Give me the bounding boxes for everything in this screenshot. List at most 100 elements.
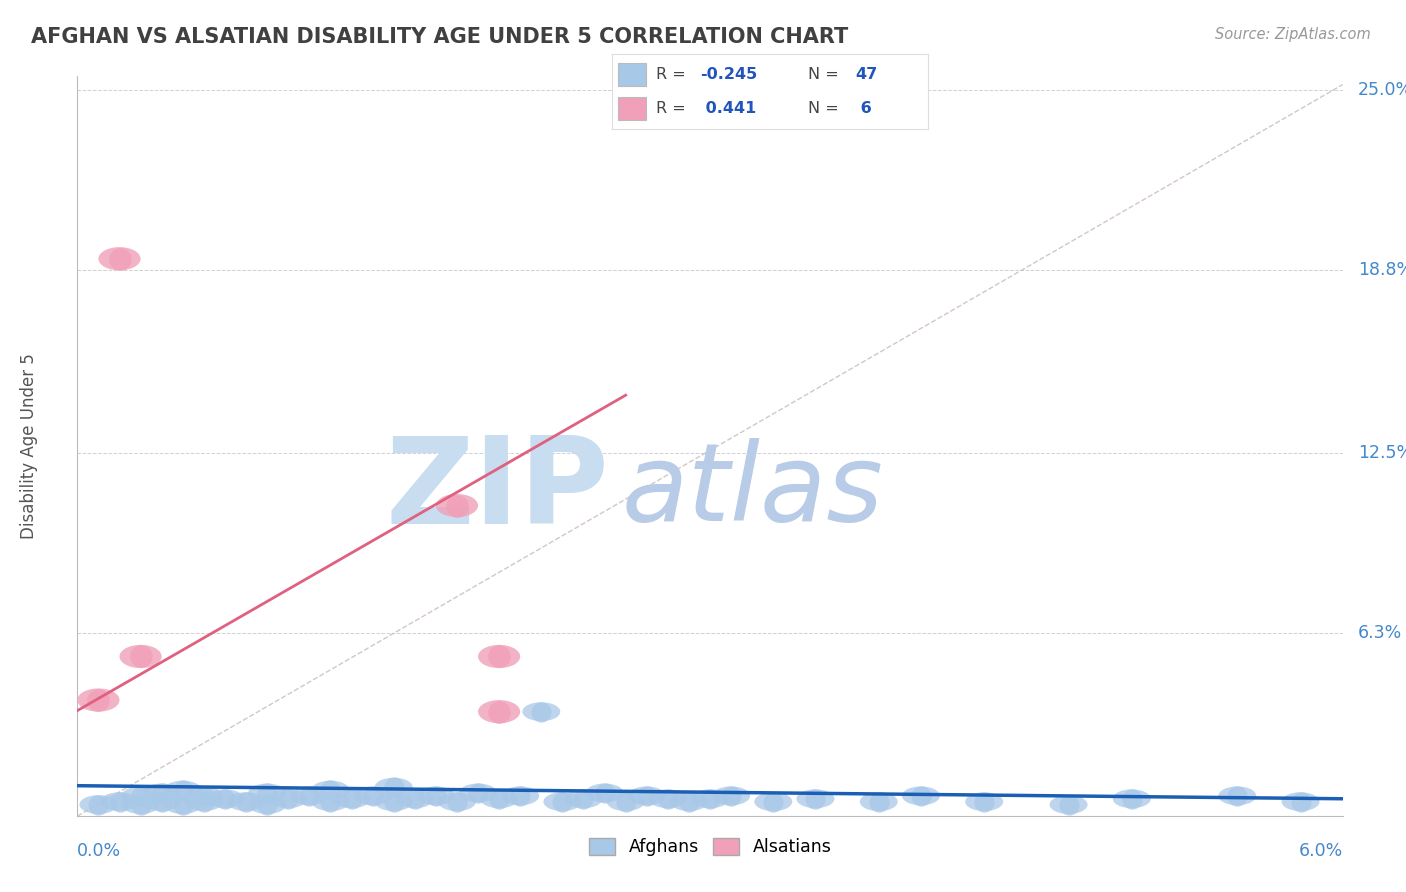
Text: 47: 47 [855, 67, 877, 82]
Text: N =: N = [808, 102, 844, 116]
Ellipse shape [418, 787, 456, 805]
Point [868, 795, 890, 809]
Ellipse shape [249, 783, 287, 803]
Ellipse shape [628, 787, 666, 805]
Ellipse shape [143, 792, 180, 811]
Ellipse shape [249, 795, 287, 814]
Point [678, 795, 700, 809]
Point [488, 649, 510, 664]
Point [488, 705, 510, 719]
Point [214, 791, 236, 805]
Ellipse shape [797, 789, 835, 808]
Point [1226, 789, 1249, 803]
Ellipse shape [671, 792, 709, 811]
Ellipse shape [502, 787, 540, 805]
Point [636, 789, 658, 803]
Text: 0.441: 0.441 [700, 102, 756, 116]
Point [382, 795, 405, 809]
Ellipse shape [565, 789, 603, 808]
Point [446, 499, 468, 513]
Point [382, 780, 405, 794]
Ellipse shape [98, 247, 141, 270]
Point [572, 791, 595, 805]
Point [87, 797, 110, 812]
Ellipse shape [270, 789, 308, 808]
Point [720, 789, 742, 803]
Ellipse shape [1282, 792, 1320, 811]
Point [530, 705, 553, 719]
Point [1121, 791, 1143, 805]
Point [129, 649, 152, 664]
Ellipse shape [186, 792, 222, 811]
Point [298, 789, 321, 803]
Point [509, 789, 531, 803]
Ellipse shape [79, 795, 118, 814]
Point [256, 786, 278, 800]
Point [235, 795, 257, 809]
Ellipse shape [481, 789, 519, 808]
Point [488, 791, 510, 805]
Point [193, 789, 215, 803]
Point [172, 797, 194, 812]
Ellipse shape [312, 780, 350, 799]
Point [129, 789, 152, 803]
FancyBboxPatch shape [619, 97, 647, 120]
Point [1057, 797, 1080, 812]
Ellipse shape [312, 792, 350, 811]
Ellipse shape [120, 645, 162, 668]
Ellipse shape [165, 780, 202, 799]
Ellipse shape [122, 795, 160, 814]
Ellipse shape [458, 783, 498, 803]
Ellipse shape [966, 792, 1004, 811]
Ellipse shape [650, 789, 688, 808]
Point [340, 791, 363, 805]
Text: R =: R = [655, 67, 690, 82]
Ellipse shape [333, 789, 371, 808]
Text: Disability Age Under 5: Disability Age Under 5 [20, 353, 38, 539]
Text: 18.8%: 18.8% [1358, 261, 1406, 279]
Ellipse shape [186, 787, 222, 805]
Legend: Afghans, Alsatians: Afghans, Alsatians [582, 831, 838, 863]
Text: Source: ZipAtlas.com: Source: ZipAtlas.com [1215, 27, 1371, 42]
Ellipse shape [439, 792, 475, 811]
Point [657, 791, 679, 805]
Point [108, 252, 131, 266]
Ellipse shape [374, 792, 413, 811]
Text: AFGHAN VS ALSATIAN DISABILITY AGE UNDER 5 CORRELATION CHART: AFGHAN VS ALSATIAN DISABILITY AGE UNDER … [31, 27, 848, 46]
Ellipse shape [165, 795, 202, 814]
Ellipse shape [607, 792, 645, 811]
Point [129, 797, 152, 812]
Text: 0.0%: 0.0% [77, 842, 121, 860]
Ellipse shape [523, 702, 561, 721]
Ellipse shape [291, 787, 329, 805]
Text: 12.5%: 12.5% [1358, 444, 1406, 462]
Ellipse shape [122, 787, 160, 805]
Ellipse shape [228, 792, 264, 811]
Point [467, 786, 489, 800]
Point [614, 795, 637, 809]
Ellipse shape [544, 792, 582, 811]
Ellipse shape [354, 787, 391, 805]
Point [361, 789, 384, 803]
Text: ZIP: ZIP [385, 432, 609, 549]
Point [446, 795, 468, 809]
Text: 6.3%: 6.3% [1358, 624, 1402, 642]
Text: -0.245: -0.245 [700, 67, 758, 82]
Text: 6.0%: 6.0% [1299, 842, 1343, 860]
Ellipse shape [478, 645, 520, 668]
Point [593, 786, 616, 800]
Ellipse shape [1050, 795, 1088, 814]
Ellipse shape [1114, 789, 1152, 808]
Ellipse shape [755, 792, 793, 811]
Ellipse shape [207, 789, 245, 808]
Point [699, 791, 721, 805]
Point [973, 795, 995, 809]
Point [319, 795, 342, 809]
Text: 6: 6 [855, 102, 872, 116]
Ellipse shape [692, 789, 730, 808]
Text: R =: R = [655, 102, 690, 116]
FancyBboxPatch shape [619, 63, 647, 87]
Ellipse shape [101, 792, 139, 811]
Text: 25.0%: 25.0% [1358, 81, 1406, 99]
Point [910, 789, 932, 803]
